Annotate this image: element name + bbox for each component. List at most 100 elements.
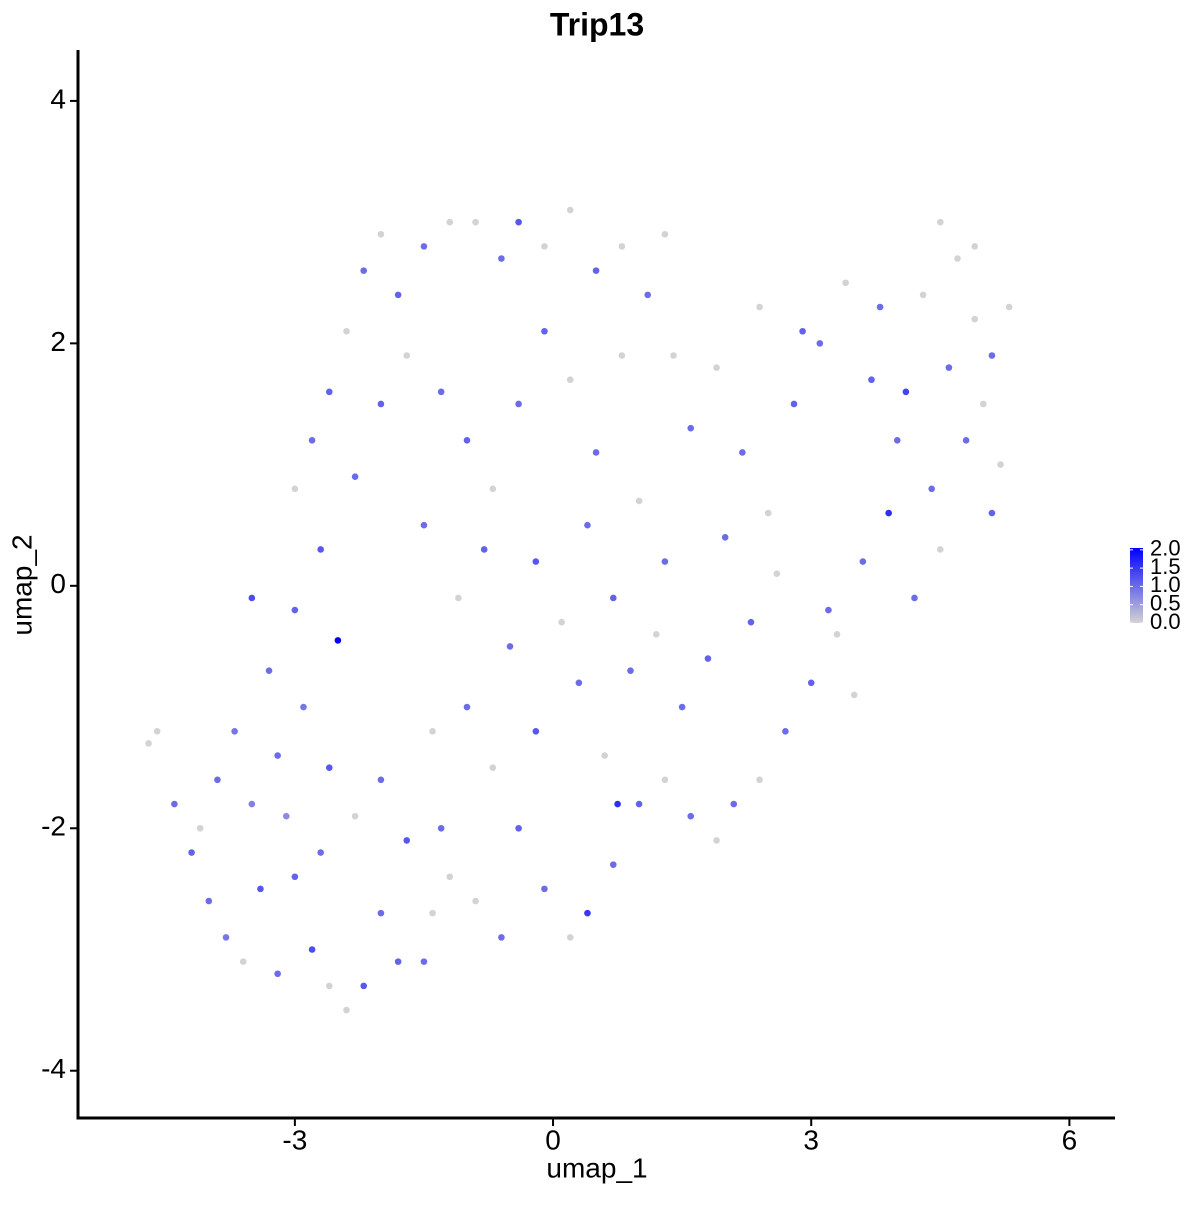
point bbox=[988, 352, 996, 359]
point bbox=[231, 727, 238, 735]
point bbox=[584, 521, 591, 529]
point bbox=[807, 679, 815, 687]
y-axis-title: umap_2 bbox=[6, 534, 37, 635]
point bbox=[902, 388, 910, 396]
point bbox=[429, 909, 436, 917]
point bbox=[214, 776, 221, 784]
point bbox=[188, 849, 195, 856]
x-axis-title: umap_1 bbox=[546, 1152, 647, 1183]
x-tick-label: 3 bbox=[803, 1124, 819, 1155]
point bbox=[678, 703, 686, 711]
y-tick-label: 0 bbox=[50, 568, 66, 599]
point bbox=[566, 206, 574, 214]
y-tick-label: 2 bbox=[50, 326, 66, 357]
point bbox=[265, 667, 273, 674]
point bbox=[472, 897, 479, 905]
point bbox=[816, 340, 824, 347]
point bbox=[850, 691, 858, 699]
chart-title: Trip13 bbox=[550, 6, 644, 42]
point bbox=[377, 400, 385, 408]
point bbox=[954, 255, 961, 262]
point bbox=[291, 606, 299, 614]
point bbox=[773, 570, 781, 577]
point bbox=[945, 364, 953, 371]
point bbox=[377, 230, 385, 238]
point bbox=[756, 776, 763, 784]
point bbox=[988, 509, 996, 517]
point bbox=[420, 243, 428, 250]
colorbar-tick-label: 0.0 bbox=[1150, 609, 1181, 634]
point bbox=[661, 230, 669, 238]
point bbox=[325, 764, 333, 771]
point bbox=[653, 631, 660, 638]
point bbox=[274, 752, 281, 759]
point bbox=[747, 618, 755, 626]
point bbox=[377, 776, 385, 784]
point bbox=[248, 594, 256, 602]
point bbox=[325, 982, 333, 990]
point bbox=[463, 437, 471, 444]
point bbox=[274, 970, 281, 978]
point bbox=[541, 243, 548, 250]
y-tick-label: 4 bbox=[50, 83, 66, 114]
point bbox=[782, 727, 789, 735]
point bbox=[498, 255, 505, 262]
point bbox=[489, 485, 497, 493]
point bbox=[239, 958, 247, 965]
point bbox=[463, 703, 471, 711]
point bbox=[291, 485, 299, 493]
point bbox=[541, 327, 548, 335]
x-tick-label: 0 bbox=[545, 1124, 561, 1155]
point bbox=[713, 837, 720, 844]
point bbox=[566, 376, 574, 384]
point bbox=[394, 291, 402, 299]
colorbar-tick-label: 0.5 bbox=[1150, 591, 1181, 616]
point bbox=[997, 461, 1004, 468]
point bbox=[171, 800, 178, 808]
point bbox=[196, 824, 204, 832]
point bbox=[756, 303, 763, 311]
point bbox=[429, 727, 436, 735]
point bbox=[971, 243, 979, 250]
point bbox=[721, 534, 729, 541]
point bbox=[842, 279, 849, 287]
point bbox=[592, 267, 600, 274]
point bbox=[937, 546, 944, 553]
colorbar-tick-label: 2.0 bbox=[1150, 536, 1181, 561]
point bbox=[317, 546, 324, 553]
point bbox=[644, 291, 652, 299]
y-tick-label: -2 bbox=[41, 811, 66, 842]
point bbox=[601, 752, 608, 759]
point bbox=[420, 958, 428, 965]
point bbox=[971, 315, 979, 323]
point bbox=[472, 218, 479, 226]
point bbox=[859, 558, 867, 565]
point bbox=[704, 655, 712, 662]
point bbox=[980, 400, 987, 408]
point bbox=[515, 400, 522, 408]
point bbox=[618, 243, 626, 250]
point bbox=[764, 509, 772, 517]
point bbox=[825, 606, 832, 614]
point bbox=[446, 218, 454, 226]
point bbox=[515, 824, 522, 832]
point bbox=[635, 497, 643, 505]
point bbox=[670, 352, 677, 359]
point bbox=[394, 958, 402, 965]
point bbox=[558, 618, 565, 626]
point bbox=[351, 473, 359, 481]
point bbox=[498, 934, 505, 941]
point bbox=[325, 388, 333, 396]
point bbox=[928, 485, 935, 493]
point bbox=[515, 218, 522, 226]
point bbox=[911, 594, 918, 602]
points bbox=[145, 206, 1013, 1014]
point bbox=[360, 982, 368, 990]
point bbox=[360, 267, 368, 274]
point bbox=[506, 643, 514, 650]
point bbox=[739, 449, 746, 456]
point bbox=[308, 437, 316, 444]
point bbox=[937, 218, 944, 226]
point bbox=[575, 679, 583, 687]
